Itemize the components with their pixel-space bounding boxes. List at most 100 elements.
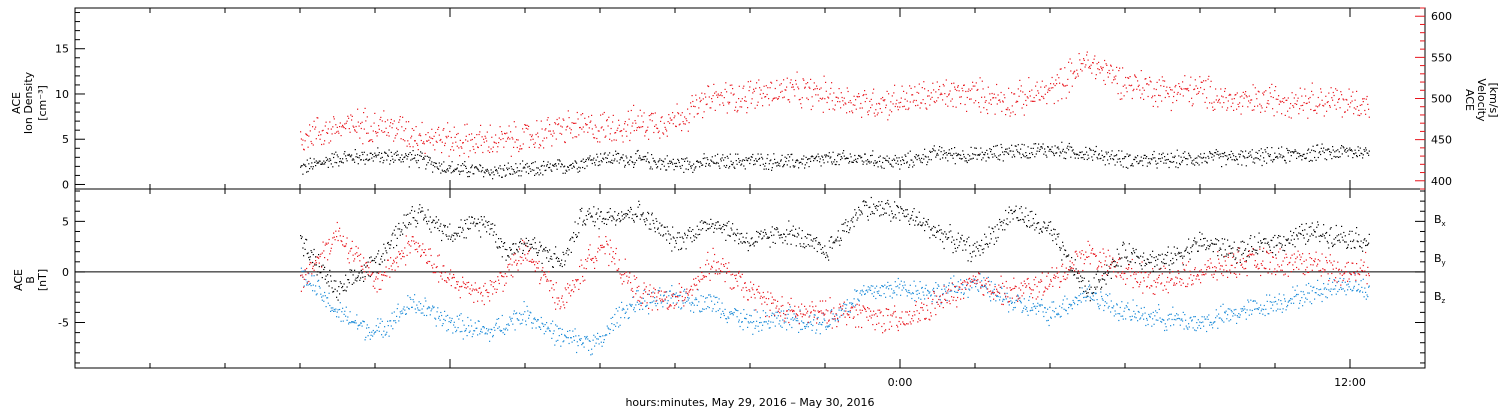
velocity-point: [799, 98, 801, 100]
by-point: [417, 307, 419, 309]
velocity-point: [447, 135, 449, 137]
by-point: [653, 300, 655, 302]
bx-point: [672, 236, 674, 238]
bx-point: [468, 228, 470, 230]
density-point: [1223, 153, 1225, 155]
velocity-point: [1180, 87, 1182, 89]
density-point: [702, 157, 704, 160]
bx-point: [425, 216, 427, 218]
bx-point: [583, 219, 585, 221]
velocity-point: [300, 138, 302, 140]
by-point: [687, 296, 689, 299]
velocity-point: [1049, 89, 1051, 92]
bx-point: [622, 218, 624, 220]
velocity-point: [750, 80, 752, 82]
density-point: [345, 158, 347, 160]
density-point: [1260, 155, 1262, 157]
velocity-point: [684, 116, 686, 118]
density-point: [367, 159, 369, 162]
velocity-point: [1126, 91, 1128, 93]
density-point: [462, 170, 464, 172]
velocity-point: [793, 89, 795, 91]
velocity-point: [894, 105, 896, 108]
velocity-point: [757, 101, 759, 103]
velocity-point: [648, 138, 650, 140]
bx-point: [506, 249, 508, 251]
bx-point: [969, 252, 971, 255]
bx-point: [766, 237, 768, 239]
bx-point: [451, 234, 453, 236]
bx-point: [840, 239, 842, 241]
velocity-point: [1225, 97, 1227, 99]
density-point: [955, 152, 957, 154]
by-point: [604, 335, 606, 337]
density-point: [431, 161, 433, 163]
velocity-point: [1167, 93, 1169, 95]
density-point: [534, 174, 536, 176]
velocity-point: [459, 155, 461, 157]
by-point: [576, 341, 578, 343]
density-point: [1357, 146, 1359, 148]
bx-point: [695, 233, 697, 235]
velocity-point: [1257, 105, 1259, 107]
bx-point: [648, 228, 650, 230]
bx-point: [879, 204, 881, 206]
velocity-point: [530, 139, 532, 141]
density-point: [626, 157, 628, 159]
by-point: [324, 291, 326, 294]
bx-point: [630, 208, 632, 210]
density-point: [532, 162, 534, 164]
velocity-point: [522, 143, 524, 145]
by-point: [664, 299, 666, 301]
bx-point: [553, 253, 555, 255]
bx-point: [729, 235, 731, 237]
velocity-point: [1323, 115, 1325, 117]
bx-point: [369, 275, 371, 278]
density-point: [675, 165, 677, 167]
velocity-point: [967, 90, 969, 92]
bx-point: [705, 221, 707, 224]
velocity-point: [1099, 72, 1101, 74]
by-point: [375, 325, 377, 327]
bx-point: [746, 232, 748, 234]
velocity-point: [1105, 63, 1107, 65]
bx-point: [1028, 220, 1030, 222]
by-point: [357, 328, 359, 330]
bx-point: [873, 203, 875, 205]
bx-point: [1333, 238, 1335, 240]
density-point: [590, 159, 592, 161]
velocity-point: [759, 93, 761, 95]
density-point: [351, 154, 353, 156]
bx-point: [1135, 248, 1137, 251]
velocity-point: [436, 141, 438, 143]
density-point: [1308, 160, 1310, 162]
velocity-point: [1342, 98, 1344, 100]
velocity-point: [1110, 65, 1112, 67]
velocity-point: [792, 86, 794, 88]
density-point: [1319, 151, 1321, 153]
velocity-point: [714, 109, 716, 111]
density-point: [1219, 153, 1221, 155]
velocity-point: [1091, 72, 1093, 74]
by-point: [489, 340, 491, 342]
bx-point: [501, 241, 503, 243]
density-point: [865, 160, 867, 162]
bx-point: [703, 221, 705, 223]
density-point: [1077, 153, 1079, 155]
bx-point: [392, 232, 394, 234]
bx-point: [413, 217, 415, 219]
density-point: [762, 163, 764, 165]
by-point: [445, 315, 447, 317]
density-point: [1035, 153, 1037, 155]
density-point: [1245, 165, 1247, 167]
bx-point: [398, 222, 400, 225]
bx-point: [472, 223, 474, 225]
density-point: [972, 157, 974, 159]
bx-point: [1140, 265, 1142, 267]
density-point: [876, 162, 878, 164]
velocity-point: [1265, 90, 1267, 92]
velocity-point: [444, 142, 446, 144]
velocity-point: [873, 112, 875, 114]
velocity-point: [312, 144, 314, 146]
velocity-point: [605, 135, 607, 137]
